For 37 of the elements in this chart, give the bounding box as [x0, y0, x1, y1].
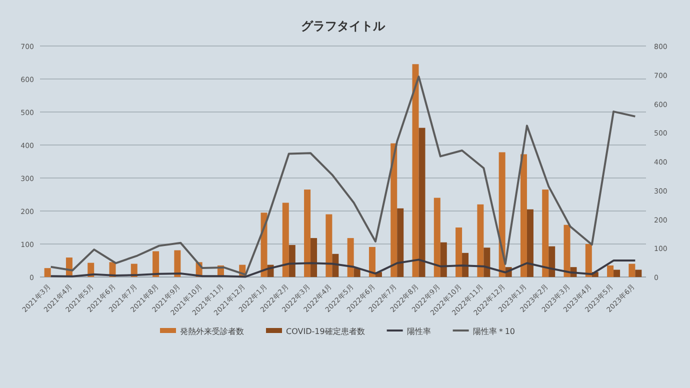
bar — [526, 209, 534, 277]
legend-label: COVID-19確定患者数 — [286, 327, 365, 336]
bar — [607, 265, 614, 277]
bar — [288, 244, 296, 277]
legend-label: 発熱外来受診者数 — [180, 327, 244, 336]
bar — [585, 244, 592, 277]
bar — [397, 208, 404, 277]
bar — [347, 238, 354, 277]
bar — [282, 202, 289, 277]
bar — [304, 190, 311, 277]
chart-title: グラフタイトル — [301, 19, 386, 33]
bar — [440, 242, 447, 277]
line-series — [50, 258, 636, 278]
bar — [174, 250, 181, 277]
bar — [548, 246, 556, 277]
bar — [520, 154, 527, 277]
bar — [152, 251, 160, 277]
bar — [390, 143, 398, 277]
bar — [418, 128, 426, 277]
bar — [477, 204, 484, 277]
bar — [498, 152, 506, 277]
bar — [542, 190, 549, 277]
bar — [326, 214, 332, 277]
bar — [332, 254, 339, 277]
bar — [368, 246, 376, 277]
legend-label: 陽性率 — [406, 327, 431, 336]
bar — [456, 228, 462, 277]
bar — [310, 238, 318, 277]
legend-label: 陽性率＊10 — [472, 327, 515, 336]
bar — [614, 270, 620, 277]
bar — [635, 270, 642, 277]
bar — [628, 264, 636, 277]
bar — [44, 268, 51, 277]
bar — [564, 224, 570, 277]
bar — [412, 64, 419, 277]
bar — [484, 248, 490, 277]
bar — [434, 198, 440, 277]
